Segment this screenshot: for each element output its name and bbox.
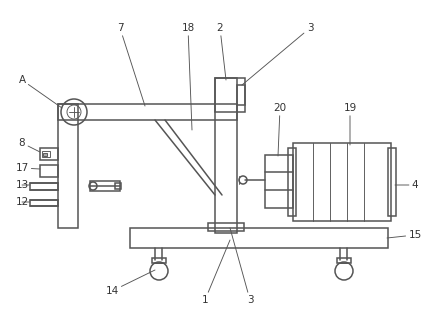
Text: 8: 8 [19, 138, 40, 152]
Bar [30, 200, 58, 206]
Text: 1: 1 [202, 240, 230, 305]
Text: 2: 2 [217, 23, 226, 80]
Text: A: A [19, 75, 62, 108]
Bar [58, 104, 237, 120]
Text: 3: 3 [242, 23, 313, 85]
Text: 19: 19 [343, 103, 357, 145]
Bar [208, 223, 244, 231]
Bar [43, 153, 47, 156]
Bar [265, 155, 293, 208]
Text: 18: 18 [182, 23, 194, 130]
Bar [90, 181, 120, 191]
Text: 20: 20 [274, 103, 286, 156]
Bar [42, 151, 50, 157]
Bar [115, 183, 121, 189]
Bar [288, 148, 296, 216]
Bar [237, 85, 245, 105]
Text: 4: 4 [395, 180, 418, 190]
Text: 7: 7 [117, 23, 145, 106]
Text: 3: 3 [230, 228, 254, 305]
Bar [30, 183, 58, 190]
Text: 14: 14 [105, 270, 155, 296]
Text: 15: 15 [387, 230, 422, 240]
Bar [152, 258, 166, 263]
Text: 17: 17 [16, 163, 40, 173]
Bar [40, 148, 58, 160]
Bar [215, 78, 237, 233]
Text: 12: 12 [16, 197, 30, 207]
Text: 13: 13 [16, 180, 30, 190]
Bar [215, 78, 245, 112]
Bar [293, 143, 391, 221]
Bar [40, 165, 58, 177]
Bar [130, 228, 388, 248]
Bar [337, 258, 351, 263]
Bar [388, 148, 396, 216]
Bar [58, 104, 78, 228]
